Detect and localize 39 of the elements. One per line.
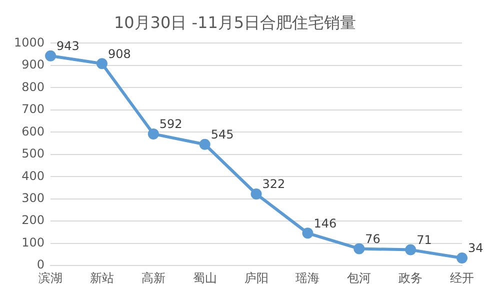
- y-tick-label: 100: [22, 235, 45, 250]
- y-tick-label: 800: [22, 80, 45, 94]
- point: [45, 50, 56, 62]
- x-tick-label: 蜀山: [192, 270, 217, 285]
- point: [96, 58, 108, 70]
- y-tick-label: 500: [22, 146, 45, 161]
- data-label: 76: [365, 232, 380, 246]
- point: [302, 228, 314, 239]
- point: [199, 138, 210, 150]
- y-tick-label: 200: [22, 213, 45, 228]
- data-label: 545: [210, 128, 234, 142]
- data-label: 34: [468, 241, 484, 256]
- y-tick-label: 900: [22, 58, 45, 72]
- x-tick-label: 包河: [347, 270, 372, 285]
- chart-title: 10月30日 -11月5日合肥住宅销量: [114, 12, 356, 32]
- point: [456, 252, 468, 264]
- data-label: 71: [416, 232, 432, 247]
- data-label: 943: [56, 39, 80, 53]
- y-tick-label: 700: [22, 102, 45, 116]
- data-label: 592: [159, 117, 182, 132]
- x-tick-label: 瑶海: [296, 270, 320, 285]
- data-label: 322: [262, 177, 286, 192]
- point: [354, 243, 365, 254]
- point: [250, 188, 262, 200]
- x-tick-label: 政务: [398, 270, 423, 285]
- point: [148, 128, 159, 140]
- y-tick-label: 300: [22, 191, 45, 206]
- x-tick-label: 经开: [450, 270, 474, 285]
- data-label: 146: [314, 216, 337, 230]
- data-label: 908: [108, 46, 131, 61]
- x-tick-label: 庐阳: [244, 270, 268, 285]
- y-tick-label: 400: [22, 168, 45, 183]
- point: [405, 244, 416, 256]
- y-tick-label: 1000: [14, 35, 45, 50]
- y-tick-label: 0: [36, 258, 45, 272]
- x-tick-label: 新站: [90, 270, 114, 285]
- y-tick-label: 600: [22, 124, 45, 138]
- x-tick-label: 滨湖: [38, 270, 63, 285]
- x-tick-label: 高新: [141, 270, 166, 285]
